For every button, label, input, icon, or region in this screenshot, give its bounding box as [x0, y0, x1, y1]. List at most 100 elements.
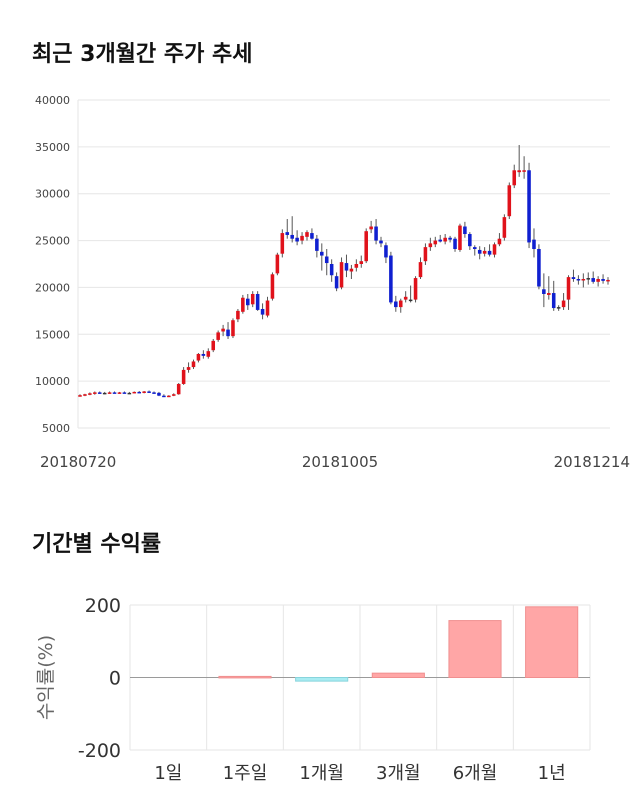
candle-body: [97, 392, 102, 394]
candle: [211, 338, 216, 353]
price-y-tick-label: 20000: [35, 281, 70, 294]
candle-body: [551, 293, 556, 309]
returns-chart-y-label: 수익률(%): [35, 635, 57, 720]
candle: [517, 144, 521, 177]
candle: [176, 383, 181, 395]
candle-body: [566, 277, 571, 300]
candle-body: [354, 264, 359, 268]
candle: [280, 229, 285, 258]
candle: [487, 244, 492, 257]
candle: [290, 216, 294, 243]
candle: [181, 367, 186, 385]
candle: [132, 391, 137, 394]
price-y-tick-label: 30000: [35, 188, 70, 201]
candle-body: [497, 238, 502, 245]
candle: [147, 390, 151, 393]
candle: [408, 285, 413, 303]
candle-body: [324, 256, 329, 264]
returns-chart-title: 기간별 수익률: [32, 532, 162, 557]
candle-body: [285, 232, 290, 235]
candle: [403, 291, 408, 303]
returns-chart-y-axis: 200 0 -200: [78, 595, 121, 762]
candle-body: [487, 250, 492, 255]
candle: [428, 237, 433, 251]
candle-body: [245, 298, 250, 306]
candle: [231, 318, 235, 339]
candle-body: [310, 233, 314, 239]
returns-x-tick-label: 1주일: [223, 763, 268, 784]
candle: [201, 350, 206, 359]
price-y-tick-label: 10000: [35, 375, 70, 388]
candle: [433, 236, 438, 248]
candle: [379, 236, 383, 248]
candle: [216, 330, 220, 342]
candle: [463, 221, 467, 238]
candle-body: [231, 320, 235, 337]
candle-body: [167, 395, 171, 398]
returns-x-tick-label: 6개월: [453, 763, 498, 784]
candle-body: [576, 278, 581, 281]
candle-body: [374, 226, 378, 241]
candle-body: [537, 249, 541, 287]
candle-body: [418, 262, 423, 278]
candle: [305, 230, 309, 241]
candle: [171, 393, 176, 397]
candle-body: [438, 239, 443, 242]
candle: [547, 276, 551, 300]
candle-body: [320, 251, 324, 256]
candle: [556, 305, 561, 311]
candle-body: [364, 231, 368, 262]
candle-body: [260, 308, 265, 315]
candle-body: [443, 237, 447, 242]
candle-body: [394, 301, 398, 308]
candle: [162, 394, 166, 398]
candle: [191, 359, 196, 369]
candle-body: [152, 392, 156, 394]
candle-body: [453, 238, 457, 250]
candle: [250, 291, 255, 308]
candle-body: [492, 244, 497, 255]
candle-body: [556, 307, 561, 309]
candle-body: [502, 217, 507, 238]
candle-body: [132, 391, 137, 394]
candle-body: [147, 391, 151, 393]
returns-x-tick-label: 1일: [154, 763, 182, 784]
candle-body: [211, 340, 216, 351]
price-x-tick-label: 20181005: [302, 453, 378, 471]
candle-body: [463, 226, 467, 235]
candle-body: [596, 278, 600, 282]
candle: [300, 232, 304, 245]
price-x-tick-label: 20180720: [40, 453, 116, 471]
candle-body: [226, 329, 230, 337]
candle-body: [458, 225, 462, 250]
candle-body: [102, 392, 107, 395]
candle: [78, 394, 82, 397]
candle-body: [369, 226, 373, 230]
returns-chart-x-axis: 1일 1주일 1개월 3개월 6개월 1년: [154, 763, 565, 784]
candle-body: [290, 234, 294, 239]
returns-chart-bars: [218, 606, 579, 682]
price-chart-y-axis: 40000 35000 30000 25000 20000 15000 10000 5000: [35, 94, 70, 435]
candle-body: [433, 240, 438, 245]
price-y-tick-label: 15000: [35, 328, 70, 341]
candle-body: [216, 332, 220, 340]
candle-body: [403, 296, 408, 300]
candle-body: [241, 297, 245, 312]
candle-body: [265, 300, 270, 316]
candle-body: [107, 392, 112, 394]
candle: [112, 391, 117, 394]
candle-body: [507, 185, 512, 217]
candle: [369, 220, 373, 234]
candle: [522, 156, 526, 179]
candle: [453, 236, 457, 252]
price-y-tick-label: 25000: [35, 235, 70, 248]
returns-bar: [525, 606, 579, 678]
candle-body: [477, 249, 482, 254]
candle: [206, 348, 211, 359]
candle-body: [398, 300, 403, 308]
candle: [270, 272, 275, 301]
candle: [576, 275, 581, 285]
candle-body: [88, 393, 92, 395]
candle: [344, 254, 349, 278]
candle: [448, 235, 452, 243]
